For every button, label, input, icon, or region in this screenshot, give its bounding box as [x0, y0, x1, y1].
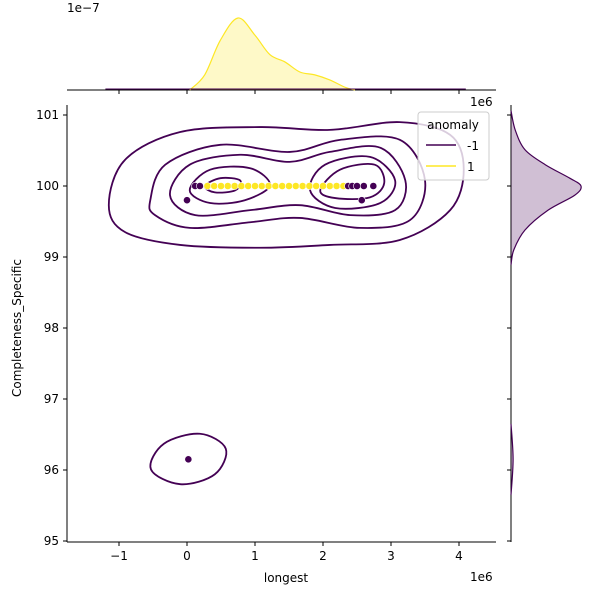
point-anomaly1	[332, 182, 341, 190]
kde-contour-6	[319, 163, 386, 200]
point-anomaly1	[285, 182, 293, 190]
legend-box	[417, 111, 490, 181]
legend-title: anomaly	[427, 118, 479, 132]
point-anomaly1	[244, 182, 253, 190]
point-anomaly1	[203, 182, 212, 190]
y-tick-label: 96	[44, 463, 59, 477]
x-offset-label: 1e6	[470, 570, 493, 584]
point-anomaly1	[291, 182, 300, 190]
point-anomaly1	[237, 182, 246, 190]
right-marginal-curve--1	[510, 110, 582, 265]
axes: −1 0 1 2 3 4 95 96 97 98 99 100 101	[36, 90, 511, 563]
kde-contour-2	[169, 145, 407, 217]
right-marginal-fill--1	[511, 110, 582, 265]
y-tick-label: 99	[44, 250, 59, 264]
y-tick-label: 101	[36, 108, 59, 122]
legend-label--1: -1	[467, 139, 479, 153]
y-tick-label: 98	[44, 321, 59, 335]
point-anomaly1	[223, 182, 232, 190]
point-anomaly1	[210, 182, 219, 190]
point-anomaly-1	[196, 182, 204, 190]
legend: anomaly -1 1	[417, 111, 490, 181]
point-anomaly1	[278, 182, 287, 190]
point-anomaly-1	[183, 196, 191, 205]
top-marginal-fill-1	[189, 17, 355, 90]
x-tick-label: 1	[251, 549, 259, 563]
y-tick-label: 95	[44, 534, 59, 548]
point-anomaly1	[312, 182, 321, 190]
top-marginal-curve-1	[189, 17, 356, 91]
x-tick-label: 4	[455, 549, 463, 563]
point-anomaly1	[319, 182, 327, 190]
point-anomaly1	[264, 182, 273, 190]
x-tick-label: 2	[319, 549, 327, 563]
scatter-points	[183, 182, 378, 464]
point-anomaly1	[251, 182, 259, 190]
x-axis-label: longest	[264, 571, 309, 585]
point-anomaly1	[305, 182, 314, 190]
point-anomaly-1	[357, 196, 366, 205]
point-anomaly-1	[184, 455, 193, 464]
x-tick-label: 0	[183, 549, 191, 563]
x-tick-label: 3	[387, 549, 395, 563]
marginal-plots	[67, 17, 582, 542]
point-anomaly1	[325, 182, 334, 190]
top-marginal-offset-label: 1e−7	[67, 1, 100, 15]
y-tick-label: 100	[36, 179, 59, 193]
kde-contour-1	[148, 135, 427, 229]
legend-label-1: 1	[467, 160, 475, 174]
y-offset-label: 1e6	[470, 95, 493, 109]
y-tick-label: 97	[44, 392, 59, 406]
x-tick-label: −1	[110, 549, 128, 563]
point-anomaly-1	[353, 182, 361, 190]
point-anomaly-1	[359, 182, 368, 190]
point-anomaly1	[257, 182, 266, 190]
kde-contour-4	[308, 155, 397, 210]
point-anomaly1	[298, 182, 307, 190]
point-anomaly1	[230, 182, 239, 190]
point-anomaly-1	[369, 182, 378, 190]
right-marginal-curve--1-low	[510, 423, 514, 495]
kde-contour-7	[149, 432, 228, 486]
kde-contours	[107, 121, 465, 486]
point-anomaly1	[217, 182, 225, 190]
point-anomaly1	[271, 182, 280, 190]
y-axis-label: Completeness_Specific	[10, 259, 24, 397]
